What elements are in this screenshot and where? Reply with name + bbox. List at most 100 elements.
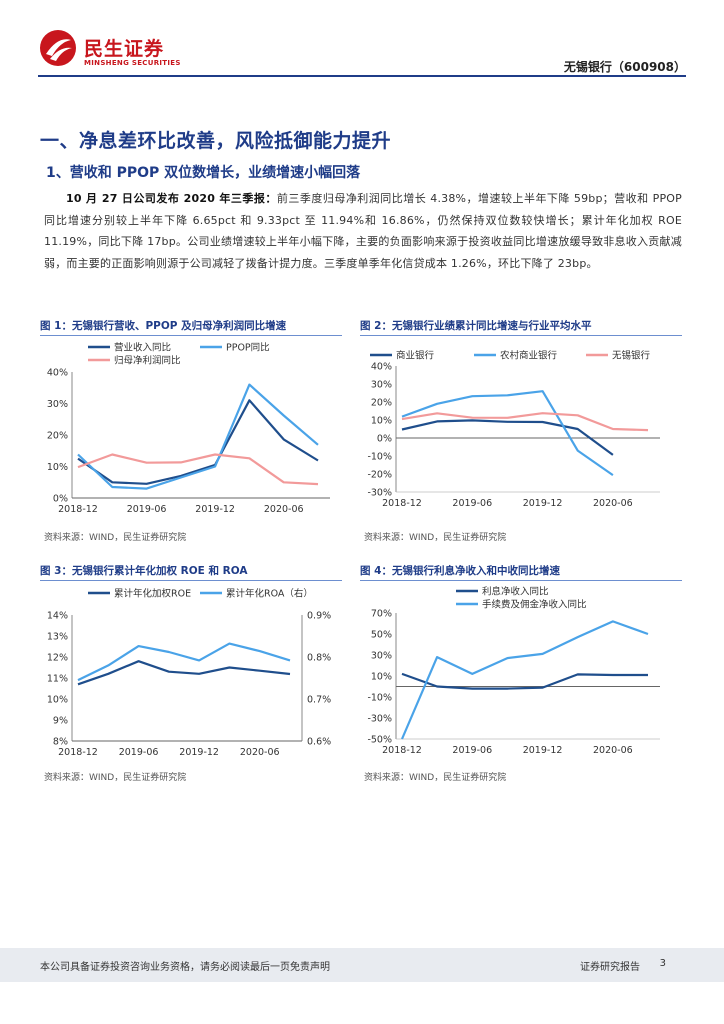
fig3-y-right-tick-label: 0.8%	[307, 653, 331, 664]
fig3-svg: 8% 9% 10% 11% 12% 13% 14% 0.6% 0.7% 0.8% 0.9% 2018-…	[47, 588, 331, 759]
fig4-title-text: 图 4：无锡银行利息净收入和中收同比增速	[360, 565, 560, 577]
fig2-y-tick-label: 40%	[371, 362, 392, 373]
fig4-y-tick-label: 10%	[371, 672, 392, 683]
fig4-y-tick-label: 70%	[371, 609, 392, 620]
fig1-legend-label-1: 营业收入同比	[114, 342, 171, 354]
fig3-legend-label-2: 累计年化ROA（右）	[226, 588, 313, 600]
subsection-heading: 1、营收和 PPOP 双位数增长，业绩增速小幅回落	[46, 165, 361, 181]
fig4-y-tick-label: -50%	[367, 735, 392, 746]
fig1-source: 资料来源：WIND，民生证券研究院	[44, 533, 187, 543]
fig2-series-line-1	[401, 419, 614, 456]
logo-english-name: MINSHENG SECURITIES	[84, 59, 181, 67]
fig3-x-tick-label: 2019-06	[119, 747, 159, 758]
fig2-legend-label-2: 农村商业银行	[500, 350, 558, 362]
minsheng-logo-icon	[40, 30, 76, 66]
fig4-svg: -50% -30% -10% 10% 30% 50% 70% 2018-12 2019-06 20…	[367, 586, 660, 756]
fig1-y-tick-label: 0%	[53, 494, 68, 505]
fig2-series-line-2	[401, 390, 614, 477]
fig1-x-tick-label: 2019-06	[127, 504, 167, 515]
fig2-y-tick-label: 10%	[371, 416, 392, 427]
fig3-x-tick-label: 2019-12	[179, 747, 219, 758]
fig3-legend-label-1: 累计年化加权ROE	[114, 588, 191, 600]
body-paragraph: 10 月 27 日公司发布 2020 年三季报：前三季度归母净利润同比增长 4.…	[44, 188, 682, 274]
fig3-y-right-tick-label: 0.9%	[307, 611, 331, 622]
footer-report-type: 证券研究报告	[580, 962, 640, 973]
fig4-series-line-1	[401, 672, 648, 690]
fig1-series-line-3	[77, 453, 319, 486]
fig3-y-right-tick-label: 0.6%	[307, 737, 331, 748]
fig1-y-tick-label: 10%	[47, 462, 68, 473]
fig4-chart: -50% -30% -10% 10% 30% 50% 70% 2018-12 2019-06 20…	[360, 581, 682, 761]
fig3-chart: 8% 9% 10% 11% 12% 13% 14% 0.6% 0.7% 0.8% 0.9% 2018-…	[40, 581, 340, 761]
fig2-y-tick-label: 0%	[377, 434, 392, 445]
fig2-y-tick-label: 20%	[371, 398, 392, 409]
paragraph-body: 前三季度归母净利润同比增长 4.38%，增速较上半年下降 59bp；营收和 PP…	[44, 192, 682, 270]
logo-chinese-name: 民生证券	[84, 38, 165, 60]
fig3-y-tick-label: 14%	[47, 611, 68, 622]
fig2-chart: -30% -20% -10% 0% 10% 20% 30% 40% 2018-12 2019-06…	[360, 336, 682, 516]
fig3-y-tick-label: 10%	[47, 695, 68, 706]
fig1-legend-label-3: 归母净利润同比	[114, 355, 181, 367]
fig3-y-tick-label: 13%	[47, 632, 68, 643]
fig1-y-tick-label: 40%	[47, 368, 68, 379]
fig1-legend-label-2: PPOP同比	[226, 342, 270, 354]
fig1-title-text: 图 1：无锡银行营收、PPOP 及归母净利润同比增速	[40, 320, 287, 332]
fig2-legend-label-3: 无锡银行	[612, 350, 651, 362]
paragraph-lead: 10 月 27 日公司发布 2020 年三季报：	[66, 192, 277, 205]
fig2-series-line-3	[401, 412, 649, 432]
fig3-y-tick-label: 11%	[47, 674, 68, 685]
fig2-y-tick-label: -20%	[367, 470, 392, 481]
fig2-x-tick-label: 2019-06	[452, 498, 492, 509]
fig1-series-line-1	[77, 399, 319, 485]
fig3-series-line-1	[77, 660, 291, 686]
fig2-x-tick-label: 2018-12	[382, 498, 422, 509]
fig2-source: 资料来源：WIND，民生证券研究院	[364, 533, 507, 543]
fig2-y-tick-label: -10%	[367, 452, 392, 463]
fig3-series-line-2	[77, 642, 291, 682]
fig2-title-text: 图 2：无锡银行业绩累计同比增速与行业平均水平	[360, 320, 592, 332]
fig1-y-tick-label: 30%	[47, 399, 68, 410]
fig4-x-tick-label: 2020-06	[593, 745, 633, 756]
fig3-title: 图 3：无锡银行累计年化加权 ROE 和 ROA	[40, 561, 342, 581]
fig4-x-tick-label: 2018-12	[382, 745, 422, 756]
fig4-series-line-2	[400, 620, 649, 740]
fig3-y-tick-label: 12%	[47, 653, 68, 664]
fig4-y-tick-label: -30%	[367, 714, 392, 725]
page-number: 3	[659, 958, 666, 969]
fig4-x-tick-label: 2019-12	[523, 745, 563, 756]
page-footer: 本公司具备证券投资咨询业务资格，请务必阅读最后一页免责声明 证券研究报告 3	[0, 948, 724, 982]
fig1-svg: 0% 10% 20% 30% 40% 2018-12 2019-06 2019-12 2020-…	[47, 342, 330, 515]
fig2-x-tick-label: 2020-06	[593, 498, 633, 509]
fig4-legend-label-1: 利息净收入同比	[482, 586, 549, 598]
fig1-x-tick-label: 2019-12	[195, 504, 235, 515]
fig1-title: 图 1：无锡银行营收、PPOP 及归母净利润同比增速	[40, 316, 342, 336]
fig2-x-tick-label: 2019-12	[523, 498, 563, 509]
fig4-y-tick-label: -10%	[367, 693, 392, 704]
fig3-y-tick-label: 9%	[53, 716, 68, 727]
report-title: 无锡银行（600908）	[563, 60, 686, 74]
company-logo: 民生证券 MINSHENG SECURITIES	[38, 28, 188, 68]
fig4-legend-label-2: 手续费及佣金净收入同比	[482, 599, 587, 611]
footer-disclaimer: 本公司具备证券投资咨询业务资格，请务必阅读最后一页免责声明	[40, 962, 330, 973]
fig3-y-tick-label: 8%	[53, 737, 68, 748]
fig4-x-tick-label: 2019-06	[452, 745, 492, 756]
fig2-legend-label-1: 商业银行	[396, 350, 435, 362]
fig4-y-tick-label: 50%	[371, 630, 392, 641]
fig3-x-tick-label: 2018-12	[58, 747, 98, 758]
fig2-y-tick-label: 30%	[371, 380, 392, 391]
header-divider	[38, 75, 686, 77]
fig1-series-line-2	[77, 383, 319, 490]
fig4-y-tick-label: 30%	[371, 651, 392, 662]
fig1-x-tick-label: 2020-06	[264, 504, 304, 515]
fig1-x-tick-label: 2018-12	[58, 504, 98, 515]
fig1-chart: 0% 10% 20% 30% 40% 2018-12 2019-06 2019-12 2020-…	[40, 336, 340, 516]
fig4-source: 资料来源：WIND，民生证券研究院	[364, 773, 507, 783]
fig2-title: 图 2：无锡银行业绩累计同比增速与行业平均水平	[360, 316, 682, 336]
fig2-y-tick-label: -30%	[367, 488, 392, 499]
section-heading: 一、净息差环比改善，风险抵御能力提升	[40, 130, 392, 152]
fig3-source: 资料来源：WIND，民生证券研究院	[44, 773, 187, 783]
fig1-y-tick-label: 20%	[47, 431, 68, 442]
fig3-y-right-tick-label: 0.7%	[307, 695, 331, 706]
fig3-x-tick-label: 2020-06	[240, 747, 280, 758]
fig3-title-text: 图 3：无锡银行累计年化加权 ROE 和 ROA	[40, 565, 248, 577]
